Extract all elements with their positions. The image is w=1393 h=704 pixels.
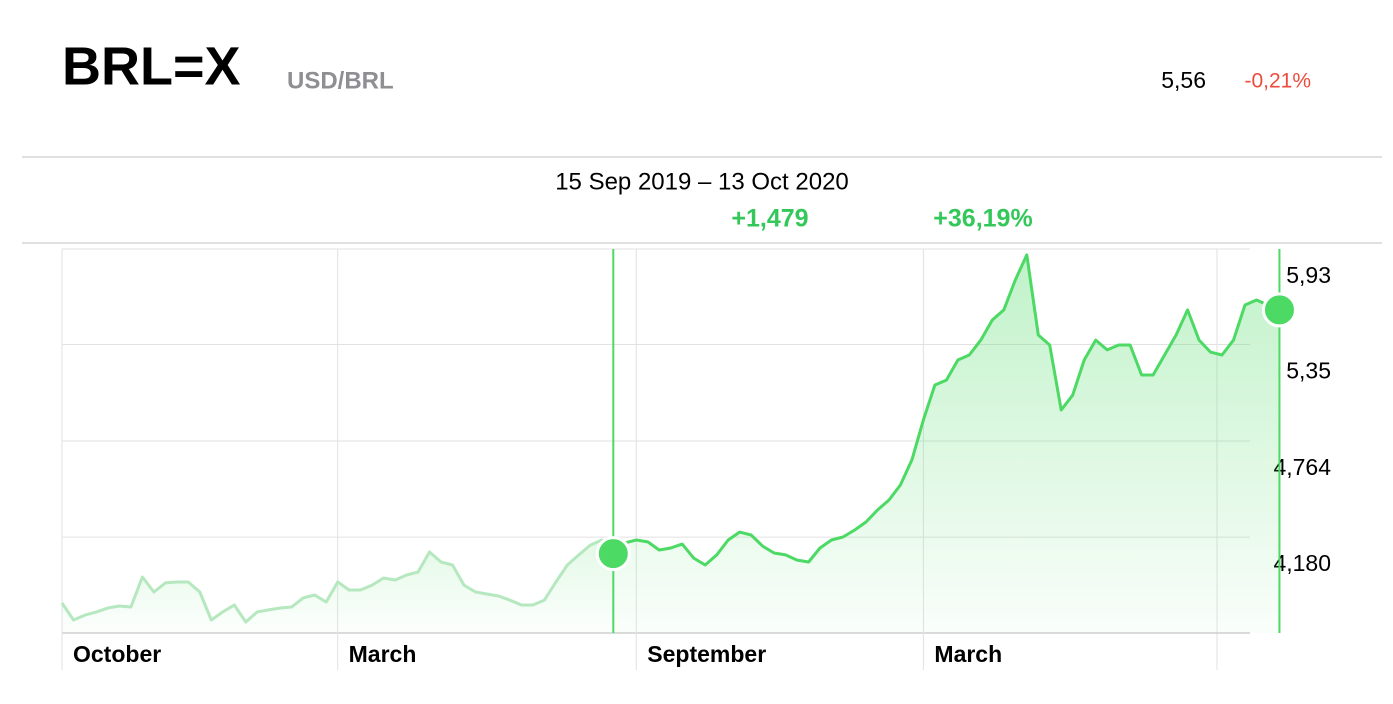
symbol: BRL=X: [62, 36, 241, 96]
x-tick-label: March: [349, 641, 417, 667]
line: [612, 253, 1281, 567]
change: -0,21%: [1244, 70, 1311, 93]
selection-dot: [1261, 292, 1297, 328]
change-pct: +36,19%: [933, 205, 1032, 233]
line: [60, 538, 615, 624]
y-tick-label: 4,764: [1273, 454, 1331, 480]
pair-name: USD/BRL: [287, 67, 394, 94]
y-tick-label: 5,35: [1286, 358, 1331, 384]
y-tick-label: 5,93: [1286, 262, 1331, 288]
y-tick-label: 4,180: [1273, 550, 1331, 576]
area: [613, 254, 1280, 633]
range: 15 Sep 2019 – 13 Oct 2020: [555, 168, 849, 195]
price: 5,56: [1161, 67, 1206, 93]
plot: 5,93 5,35 4,764 4,180 October March September M…: [60, 248, 1331, 670]
x-tick-label: March: [934, 641, 1002, 667]
x-tick-label: October: [73, 641, 161, 667]
change-abs: +1,479: [731, 205, 808, 233]
x-tick-label: September: [647, 641, 766, 667]
selection-dot: [595, 536, 631, 572]
area: [62, 540, 614, 633]
